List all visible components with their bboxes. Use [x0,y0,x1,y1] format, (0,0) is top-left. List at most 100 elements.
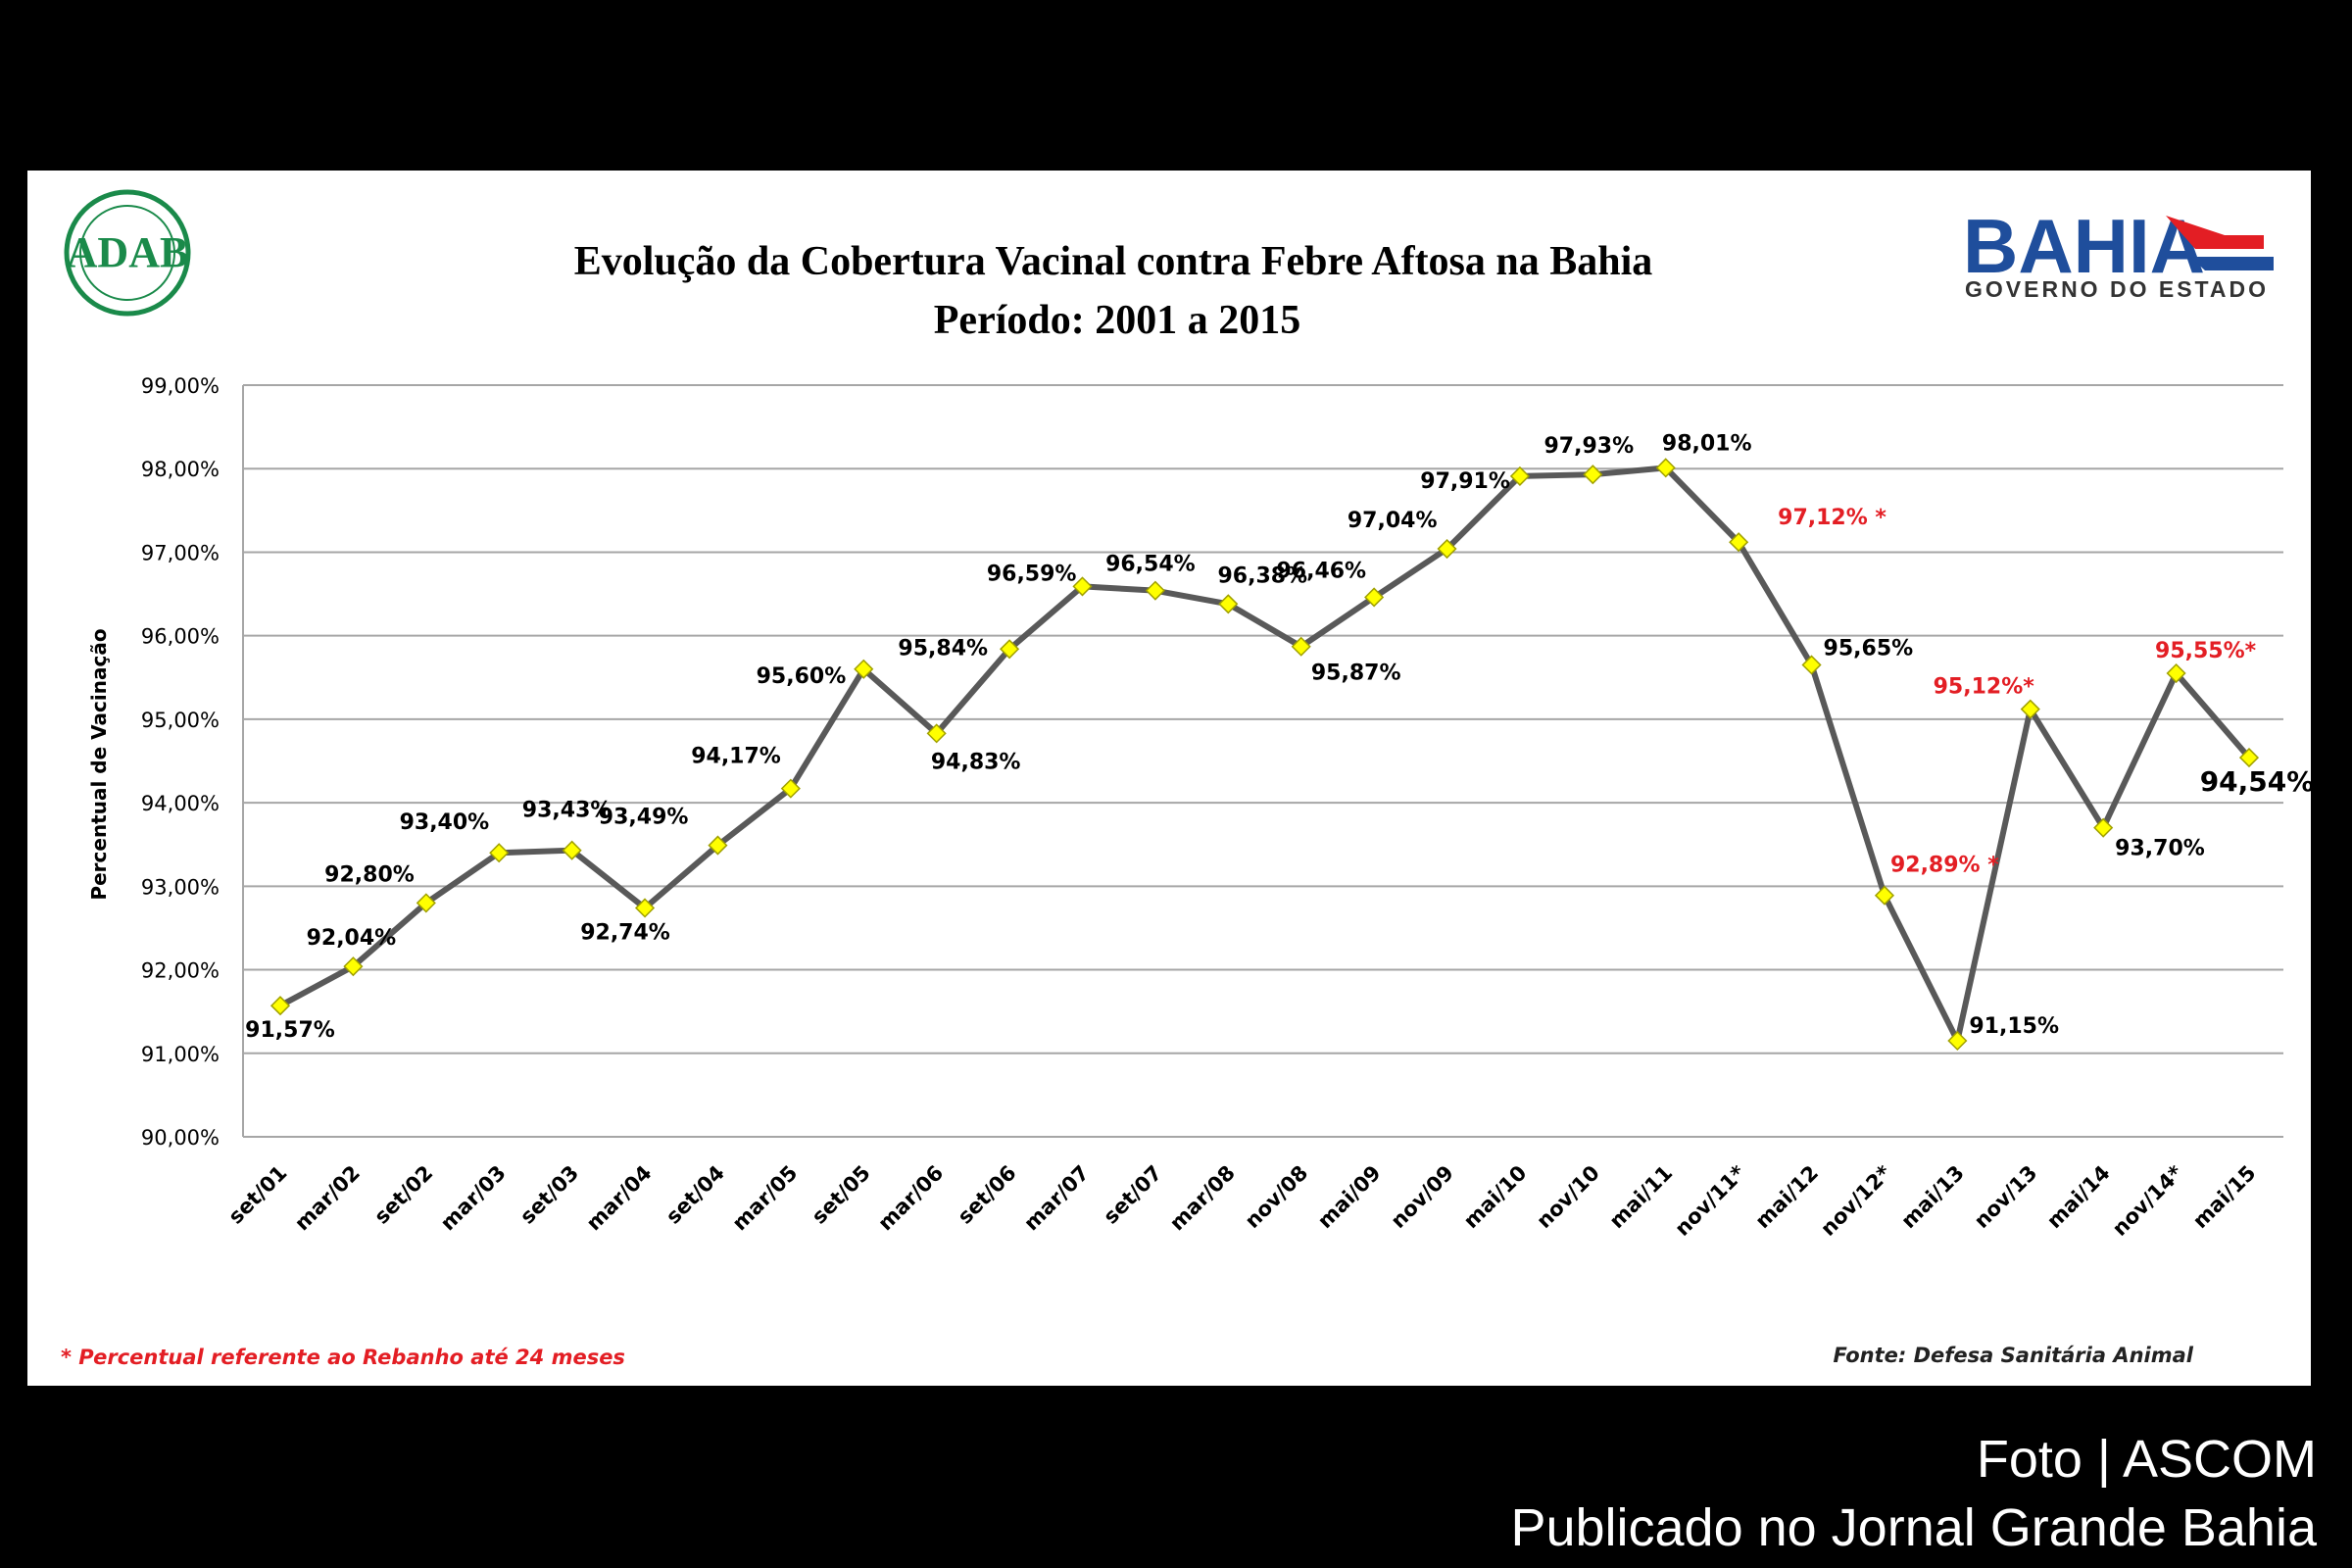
x-tick-label: mai/13 [1896,1161,1969,1234]
data-point [1801,655,1822,675]
y-tick-label: 93,00% [141,875,220,899]
data-point [2166,662,2186,684]
data-label: 95,12%* [1934,675,2035,700]
chart-panel [27,171,2311,1386]
x-tick-label: set/07 [1099,1161,1166,1229]
data-point [1218,594,1239,614]
data-label: 95,55%* [2155,639,2257,663]
y-tick-label: 90,00% [141,1126,220,1150]
data-label: 97,04% [1348,509,1438,533]
data-label: 93,70% [2115,837,2205,861]
data-point [416,893,436,913]
data-point [780,778,801,799]
source-note: Fonte: Defesa Sanitária Animal [1834,1344,2194,1367]
chart-title: Evolução da Cobertura Vacinal contra Feb… [574,239,1653,284]
y-tick-label: 91,00% [141,1043,220,1066]
x-tick-label: mar/02 [290,1161,365,1236]
data-label: 91,15% [1969,1014,2059,1039]
data-label: 97,12% * [1778,506,1886,530]
x-tick-label: set/05 [808,1161,875,1229]
data-label: 96,46% [1276,559,1366,583]
x-tick-label: mar/08 [1165,1161,1240,1236]
y-tick-label: 99,00% [141,374,220,398]
publication-credit: Publicado no Jornal Grande Bahia [1510,1498,2317,1557]
data-label: 97,93% [1544,434,1635,459]
data-label: 92,89% * [1890,854,1999,878]
x-tick-label: nov/09 [1387,1161,1459,1234]
data-point [708,835,728,856]
data-label: 92,74% [580,920,670,945]
y-tick-label: 97,00% [141,541,220,564]
x-tick-label: mai/09 [1313,1161,1386,1234]
data-label: 96,38% [1217,564,1307,588]
data-point [1874,885,1895,906]
data-label: 94,54% [2200,765,2315,798]
x-tick-label: set/04 [662,1161,729,1229]
data-label: 93,43% [522,799,612,823]
x-tick-label: mai/14 [2042,1161,2115,1234]
x-tick-label: nov/12* [1816,1161,1895,1241]
data-point [489,843,510,863]
data-label: 91,57% [245,1018,335,1043]
series-line [278,465,2252,1044]
y-axis-label: Percentual de Vacinação [87,628,111,900]
y-tick-label: 95,00% [141,709,220,732]
x-tick-label: mai/12 [1750,1161,1823,1234]
data-point [2020,699,2040,719]
data-label: 92,04% [307,926,397,951]
data-point [854,659,874,679]
data-point [1437,538,1457,560]
data-label: 97,91% [1420,469,1510,494]
data-point [562,840,582,860]
x-tick-label: set/01 [223,1161,291,1229]
data-label: 96,59% [987,562,1077,586]
data-point [634,898,656,918]
data-label: 93,40% [400,810,490,835]
data-point [1509,466,1530,486]
y-tick-label: 92,00% [141,959,220,983]
footnote: * Percentual referente ao Rebanho até 24… [61,1346,625,1369]
data-label: 98,01% [1662,431,1752,456]
x-tick-label: mar/04 [582,1161,657,1236]
data-label: 96,54% [1105,553,1196,577]
photo-credit: Foto | ASCOM [1976,1430,2317,1489]
bahia-logo-subtitle: GOVERNO DO ESTADO [1965,276,2269,302]
data-point [1291,636,1311,657]
x-tick-label: mai/15 [2188,1161,2261,1234]
data-point [926,723,947,744]
data-point [343,956,364,977]
data-point [270,996,291,1016]
data-label: 95,87% [1311,662,1401,686]
x-tick-label: mar/03 [436,1161,511,1236]
y-tick-label: 98,00% [141,458,220,481]
data-label: 94,17% [691,745,781,769]
x-tick-label: mar/07 [1019,1161,1094,1236]
x-tick-label: mar/05 [728,1161,803,1236]
x-tick-label: nov/08 [1241,1161,1313,1234]
data-point [2238,748,2260,768]
x-tick-label: mar/06 [873,1161,948,1236]
data-label: 95,60% [757,664,847,689]
data-label: 94,83% [931,750,1021,774]
adab-logo-text: ADAB [67,228,189,276]
data-label: 95,84% [898,636,988,661]
data-point [1145,580,1165,601]
data-point [1729,532,1749,553]
x-tick-label: nov/14* [2108,1161,2187,1241]
x-tick-label: mai/10 [1459,1161,1532,1234]
y-tick-label: 96,00% [141,625,220,649]
x-tick-label: mai/11 [1605,1161,1678,1234]
data-label: 92,80% [324,862,415,887]
data-label: 95,65% [1824,636,1914,661]
x-tick-label: set/06 [954,1161,1021,1229]
data-point [1947,1030,1968,1052]
x-tick-label: set/03 [515,1161,583,1229]
bahia-logo: BAHIA GOVERNO DO ESTADO [1963,203,2274,302]
x-tick-label: nov/10 [1532,1161,1604,1234]
y-tick-label: 94,00% [141,792,220,815]
data-point [1000,639,1020,660]
bahia-logo-text: BAHIA [1963,203,2205,289]
x-tick-label: nov/13 [1970,1161,2042,1234]
chart-subtitle: Período: 2001 a 2015 [934,298,1300,343]
